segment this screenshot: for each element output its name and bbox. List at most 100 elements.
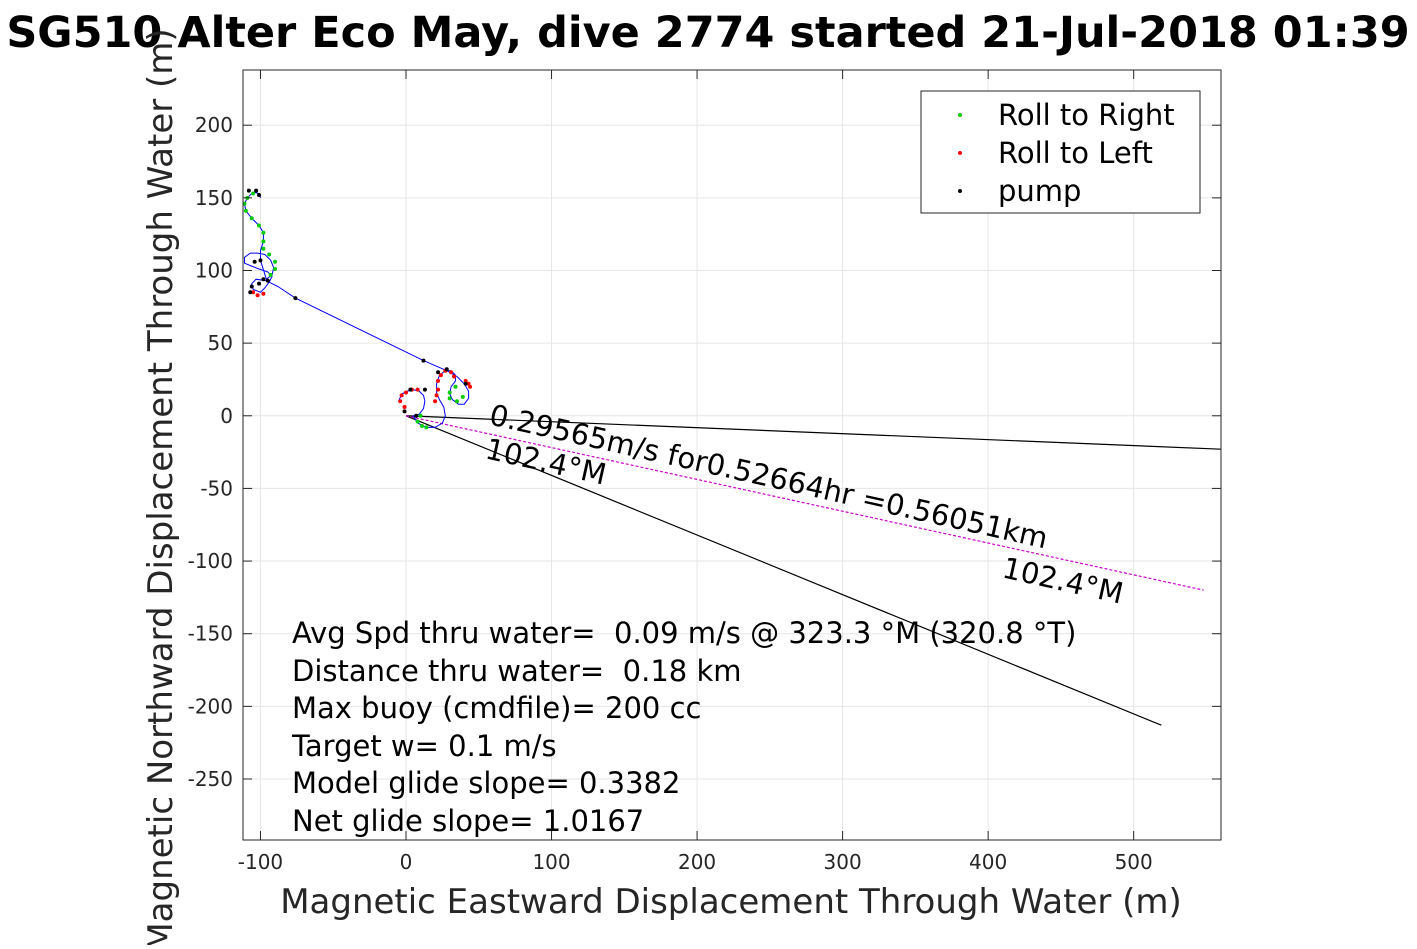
legend-box	[920, 90, 1201, 214]
point-roll-to-right	[453, 384, 458, 389]
point-roll-to-right	[268, 272, 273, 277]
point-roll-to-left	[434, 393, 439, 398]
point-pump	[463, 381, 468, 386]
point-pump	[257, 281, 262, 286]
point-roll-to-left	[436, 387, 441, 392]
x-axis-label: Magnetic Eastward Displacement Through W…	[280, 882, 1182, 922]
legend-label-roll-left: Roll to Left	[998, 136, 1153, 170]
y-tick-label: -50	[200, 476, 233, 500]
point-roll-to-right	[251, 191, 256, 196]
point-roll-to-left	[402, 405, 407, 410]
point-pump	[293, 296, 298, 301]
point-roll-to-left	[251, 290, 256, 295]
y-tick-label: -200	[188, 694, 233, 718]
point-pump	[444, 367, 449, 372]
point-roll-to-left	[415, 387, 420, 392]
point-roll-to-right	[447, 396, 452, 401]
point-pump	[248, 290, 253, 295]
point-roll-to-left	[436, 378, 441, 383]
point-roll-to-left	[433, 399, 438, 404]
point-roll-to-left	[261, 291, 266, 296]
point-pump	[258, 258, 263, 263]
y-tick-label: -150	[188, 622, 233, 646]
point-pump	[414, 413, 419, 418]
point-roll-to-left	[463, 378, 468, 383]
point-roll-to-left	[468, 384, 473, 389]
stats-block: Avg Spd thru water= 0.09 m/s @ 323.3 °M …	[291, 616, 1076, 838]
stat-distance: Distance thru water= 0.18 km	[292, 654, 742, 688]
point-roll-to-right	[273, 267, 278, 272]
point-roll-to-right	[418, 413, 423, 418]
point-roll-to-right	[243, 201, 247, 206]
legend-label-roll-right: Roll to Right	[998, 98, 1175, 132]
stat-max-buoy: Max buoy (cmdfile)= 200 cc	[292, 691, 701, 725]
point-roll-to-right	[261, 246, 266, 251]
x-tick-label: 300	[824, 850, 862, 874]
plot-frame	[242, 69, 1222, 841]
stat-model-glide: Model glide slope= 0.3382	[292, 766, 680, 800]
stat-avg-speed: Avg Spd thru water= 0.09 m/s @ 323.3 °M …	[292, 616, 1076, 650]
y-tick-label: -250	[188, 767, 233, 791]
point-pump	[436, 370, 441, 375]
y-tick-label: -100	[188, 549, 233, 573]
legend-marker-roll-right	[958, 113, 962, 117]
point-pump	[257, 192, 262, 197]
point-roll-to-right	[243, 208, 248, 213]
legend: Roll to Right Roll to Left pump	[920, 90, 1201, 214]
x-tick-label: 100	[532, 850, 570, 874]
chart-title: SG510 Alter Eco May, dive 2774 started 2…	[6, 8, 1409, 58]
point-roll-to-right	[447, 390, 452, 395]
point-pump	[249, 284, 254, 289]
point-roll-to-right	[424, 425, 429, 430]
x-tick-label: 400	[969, 850, 1007, 874]
point-roll-to-right	[261, 239, 266, 244]
axis-ticks: -100 0 100 200 300 400 500 -250 -200 -150 -100 -50 0…	[188, 70, 1221, 874]
x-tick-label: 200	[678, 850, 716, 874]
point-roll-to-right	[257, 223, 262, 228]
point-roll-to-right	[261, 230, 266, 235]
legend-label-pump: pump	[998, 174, 1081, 208]
point-roll-to-left	[255, 293, 260, 298]
grid	[243, 70, 1221, 840]
y-tick-label: 200	[195, 113, 233, 137]
point-roll-to-right	[420, 423, 425, 428]
point-pump	[421, 358, 426, 363]
point-pump	[252, 259, 257, 264]
x-tick-label: 0	[400, 850, 413, 874]
reference-line	[405, 415, 1221, 450]
x-tick-label: 500	[1115, 850, 1153, 874]
legend-marker-pump	[958, 189, 962, 193]
point-roll-to-left	[452, 374, 457, 379]
y-tick-label: 100	[195, 258, 233, 282]
point-roll-to-right	[460, 394, 465, 399]
reference-line	[405, 415, 1204, 591]
point-roll-to-right	[415, 419, 420, 424]
y-axis-label: Magnetic Northward Displacement Through …	[141, 28, 181, 945]
point-pump	[261, 277, 266, 282]
point-roll-to-left	[438, 373, 443, 378]
point-roll-to-left	[449, 370, 454, 375]
legend-marker-roll-left	[958, 151, 962, 155]
data-layer	[243, 188, 1221, 726]
point-pump	[402, 409, 407, 414]
point-roll-to-right	[267, 252, 272, 257]
y-tick-label: 0	[220, 404, 233, 428]
x-tick-label: -100	[238, 850, 283, 874]
reference-line	[405, 415, 1162, 726]
stat-net-glide: Net glide slope= 1.0167	[292, 804, 644, 838]
y-tick-label: 150	[195, 186, 233, 210]
point-pump	[422, 387, 427, 392]
point-pump	[265, 278, 270, 283]
point-roll-to-left	[404, 390, 408, 395]
point-roll-to-right	[249, 216, 254, 221]
stat-target-w: Target w= 0.1 m/s	[291, 729, 557, 763]
point-roll-to-right	[273, 259, 278, 264]
point-pump	[246, 188, 251, 193]
point-pump	[254, 188, 259, 193]
point-roll-to-left	[399, 393, 404, 398]
point-roll-to-left	[398, 399, 403, 404]
point-pump	[408, 387, 413, 392]
point-roll-to-right	[454, 399, 459, 404]
